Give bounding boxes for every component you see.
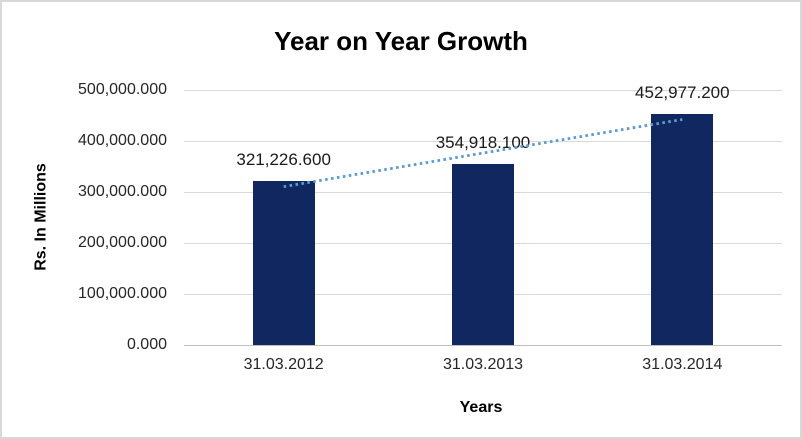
bar-data-label: 321,226.600: [236, 150, 331, 170]
bar: [252, 181, 315, 345]
y-tick-label: 300,000.000: [78, 183, 167, 200]
y-tick-label: 100,000.000: [78, 285, 167, 302]
x-tick-label: 31.03.2012: [243, 356, 324, 373]
trendline: [283, 118, 683, 189]
bar: [452, 163, 514, 345]
y-tick-label: 500,000.000: [78, 81, 167, 98]
trendline-dotted-line: [283, 118, 683, 189]
chart-title: Year on Year Growth: [274, 26, 528, 56]
x-axis-line: [184, 345, 782, 346]
y-tick-label: 400,000.000: [78, 132, 167, 149]
gridline: [184, 141, 782, 142]
bar: [651, 113, 714, 345]
x-axis-title: Years: [459, 399, 503, 416]
y-tick-label: 0.000: [126, 336, 167, 353]
x-tick-label: 31.03.2014: [642, 356, 723, 373]
x-tick-label: 31.03.2013: [442, 356, 524, 373]
gridline: [184, 90, 782, 91]
y-tick-label: 200,000.000: [78, 234, 167, 251]
bar-data-label: 452,977.200: [635, 82, 730, 102]
bar-data-label: 354,918.100: [435, 132, 531, 152]
y-axis-title: Rs. In Millions: [32, 163, 50, 271]
